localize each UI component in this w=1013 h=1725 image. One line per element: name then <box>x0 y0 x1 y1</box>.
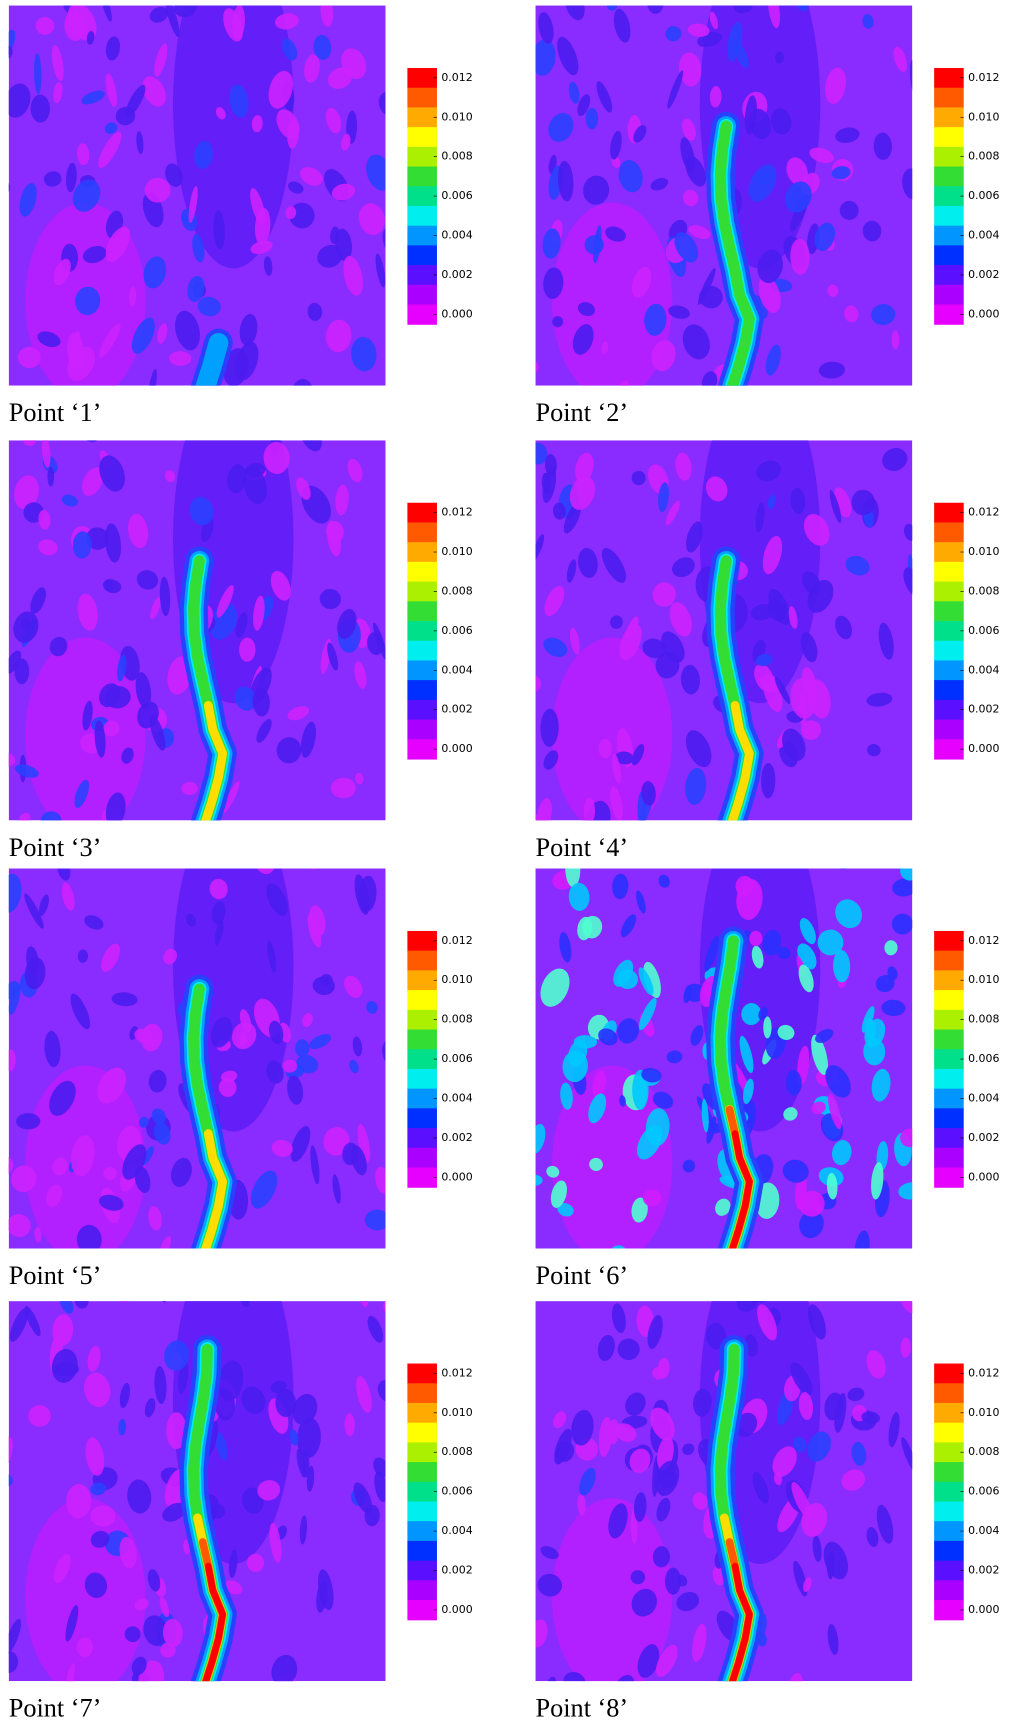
colorbar-tick-label: 0.012 <box>968 506 999 519</box>
colorbar-tick-label: 0.008 <box>968 1445 999 1458</box>
colorbar: 0.012 0.010 0.008 0.006 0.004 0.002 0.000 <box>407 1363 473 1621</box>
panel: 0.012 0.010 0.008 0.006 0.004 0.002 0.000 Point… <box>535 5 999 427</box>
colorbar-tick-label: 0.006 <box>968 1485 999 1498</box>
colorbar-tick-label: 0.008 <box>968 150 999 163</box>
colorbar-tick-label: 0.010 <box>968 545 999 558</box>
panel: 0.012 0.010 0.008 0.006 0.004 0.002 0.000 Point… <box>8 440 473 862</box>
colorbar-tick-label: 0.010 <box>441 1406 472 1419</box>
colorbar-tick-label: 0.010 <box>441 545 472 558</box>
contour-map <box>8 1301 386 1682</box>
panel: 0.012 0.010 0.008 0.006 0.004 0.002 0.000 Point… <box>535 440 999 862</box>
caption: Point ‘3’ <box>9 833 102 862</box>
colorbar-tick-label: 0.002 <box>441 703 472 716</box>
contour-map <box>8 5 386 386</box>
colorbar-tick-label: 0.010 <box>968 1406 999 1419</box>
caption: Point ‘7’ <box>9 1694 102 1723</box>
colorbar-tick-label: 0.012 <box>968 71 999 84</box>
colorbar-tick-label: 0.002 <box>968 1131 999 1144</box>
caption: Point ‘6’ <box>536 1261 629 1290</box>
colorbar: 0.012 0.010 0.008 0.006 0.004 0.002 0.000 <box>934 67 999 325</box>
colorbar: 0.012 0.010 0.008 0.006 0.004 0.002 0.000 <box>934 502 999 760</box>
panel: 0.012 0.010 0.008 0.006 0.004 0.002 0.000 Point… <box>535 868 999 1290</box>
colorbar-tick-label: 0.002 <box>441 1564 472 1577</box>
panel: 0.012 0.010 0.008 0.006 0.004 0.002 0.000 Point… <box>8 1301 473 1723</box>
colorbar-tick-label: 0.004 <box>441 1524 472 1537</box>
colorbar-tick-label: 0.008 <box>441 150 472 163</box>
contour-map <box>535 5 913 386</box>
colorbar-tick-label: 0.006 <box>968 624 999 637</box>
colorbar-tick-label: 0.004 <box>968 1524 999 1537</box>
colorbar-tick-label: 0.010 <box>441 973 472 986</box>
colorbar-tick-label: 0.000 <box>441 742 472 755</box>
colorbar-tick-label: 0.008 <box>441 1013 472 1026</box>
colorbar-tick-label: 0.012 <box>968 1366 999 1379</box>
colorbar: 0.012 0.010 0.008 0.006 0.004 0.002 0.000 <box>934 930 999 1188</box>
colorbar-tick-label: 0.006 <box>441 1052 472 1065</box>
colorbar-tick-label: 0.004 <box>968 1092 999 1105</box>
colorbar-tick-label: 0.006 <box>968 1052 999 1065</box>
colorbar-tick-label: 0.012 <box>441 506 472 519</box>
colorbar-tick-label: 0.010 <box>968 973 999 986</box>
colorbar-tick-label: 0.002 <box>968 703 999 716</box>
caption: Point ‘5’ <box>9 1261 102 1290</box>
colorbar-tick-label: 0.002 <box>968 268 999 281</box>
colorbar-tick-label: 0.004 <box>968 229 999 242</box>
caption: Point ‘2’ <box>536 398 629 427</box>
contour-map <box>535 1301 913 1682</box>
colorbar-tick-label: 0.002 <box>968 1564 999 1577</box>
colorbar-tick-label: 0.004 <box>441 229 472 242</box>
colorbar-tick-label: 0.008 <box>441 584 472 597</box>
colorbar-tick-label: 0.006 <box>968 189 999 202</box>
colorbar-tick-label: 0.000 <box>441 307 472 320</box>
contour-map <box>8 440 386 821</box>
colorbar-tick-label: 0.000 <box>968 1603 999 1616</box>
colorbar-tick-label: 0.000 <box>968 307 999 320</box>
colorbar-tick-label: 0.006 <box>441 1485 472 1498</box>
colorbar-tick-label: 0.008 <box>968 1013 999 1026</box>
colorbar-tick-label: 0.012 <box>968 934 999 947</box>
colorbar-tick-label: 0.008 <box>968 584 999 597</box>
contour-map <box>8 868 386 1249</box>
caption: Point ‘8’ <box>536 1694 629 1723</box>
colorbar: 0.012 0.010 0.008 0.006 0.004 0.002 0.000 <box>934 1363 999 1621</box>
colorbar-tick-label: 0.002 <box>441 268 472 281</box>
panel: 0.012 0.010 0.008 0.006 0.004 0.002 0.000 Point… <box>8 868 473 1290</box>
colorbar-tick-label: 0.004 <box>968 663 999 676</box>
panel: 0.012 0.010 0.008 0.006 0.004 0.002 0.000 Point… <box>8 5 473 427</box>
contour-map <box>535 868 913 1249</box>
colorbar-tick-label: 0.006 <box>441 624 472 637</box>
caption: Point ‘1’ <box>9 398 102 427</box>
colorbar-tick-label: 0.008 <box>441 1445 472 1458</box>
caption: Point ‘4’ <box>536 833 629 862</box>
colorbar-tick-label: 0.012 <box>441 1366 472 1379</box>
colorbar-tick-label: 0.000 <box>441 1603 472 1616</box>
colorbar: 0.012 0.010 0.008 0.006 0.004 0.002 0.000 <box>407 930 473 1188</box>
colorbar-tick-label: 0.006 <box>441 189 472 202</box>
colorbar-tick-label: 0.010 <box>968 110 999 123</box>
colorbar-tick-label: 0.004 <box>441 1092 472 1105</box>
colorbar-tick-label: 0.012 <box>441 934 472 947</box>
colorbar: 0.012 0.010 0.008 0.006 0.004 0.002 0.000 <box>407 67 473 325</box>
colorbar-tick-label: 0.012 <box>441 71 472 84</box>
colorbar-tick-label: 0.000 <box>441 1170 472 1183</box>
colorbar-tick-label: 0.004 <box>441 663 472 676</box>
panel: 0.012 0.010 0.008 0.006 0.004 0.002 0.000 Point… <box>535 1301 999 1723</box>
colorbar-tick-label: 0.002 <box>441 1131 472 1144</box>
colorbar-tick-label: 0.000 <box>968 1170 999 1183</box>
colorbar-tick-label: 0.010 <box>441 110 472 123</box>
colorbar: 0.012 0.010 0.008 0.006 0.004 0.002 0.000 <box>407 502 473 760</box>
colorbar-tick-label: 0.000 <box>968 742 999 755</box>
contour-map <box>535 440 913 821</box>
